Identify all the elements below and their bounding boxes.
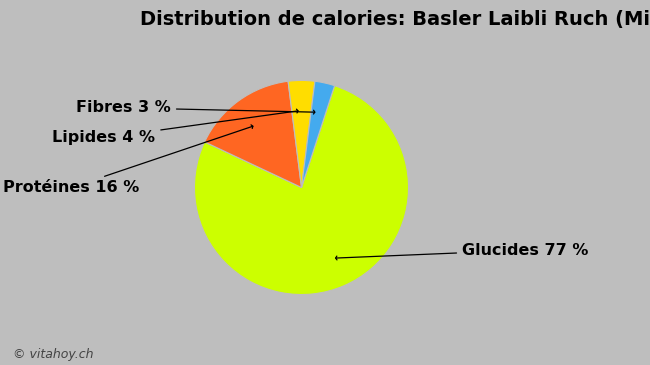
Text: Glucides 77 %: Glucides 77 % — [335, 243, 588, 260]
Text: Lipides 4 %: Lipides 4 % — [52, 109, 298, 145]
Wedge shape — [205, 81, 302, 188]
Wedge shape — [288, 80, 315, 188]
Wedge shape — [194, 86, 409, 295]
Wedge shape — [302, 81, 335, 188]
Text: Fibres 3 %: Fibres 3 % — [76, 100, 315, 115]
Text: Protéines 16 %: Protéines 16 % — [3, 125, 253, 195]
Text: Distribution de calories: Basler Laibli Ruch (Migros): Distribution de calories: Basler Laibli … — [140, 10, 650, 29]
Text: © vitahoy.ch: © vitahoy.ch — [13, 348, 94, 361]
